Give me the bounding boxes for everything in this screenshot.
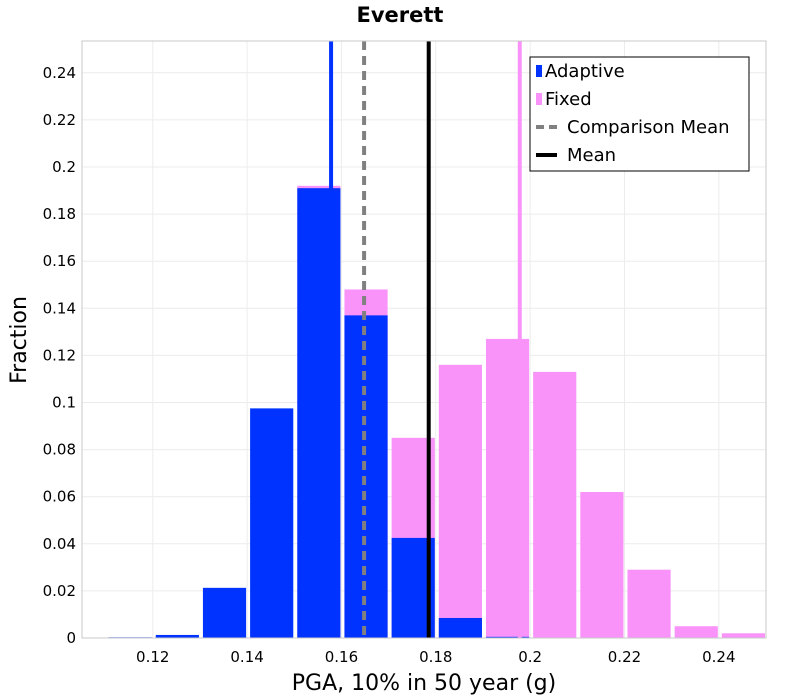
y-tick-label: 0.06 — [43, 488, 76, 506]
x-axis-title: PGA, 10% in 50 year (g) — [292, 671, 556, 696]
y-tick-label: 0 — [66, 629, 76, 647]
bars-layer — [108, 185, 765, 639]
x-tick-label: 0.16 — [325, 648, 358, 666]
y-tick-label: 0.24 — [43, 64, 76, 82]
y-tick-label: 0.18 — [43, 205, 76, 223]
x-tick-label: 0.24 — [702, 648, 735, 666]
y-tick-label: 0.2 — [52, 158, 76, 176]
adaptive-legend-label: Adaptive — [545, 61, 625, 82]
adaptive-legend-swatch — [536, 65, 542, 77]
legend: Adaptive Fixed Comparison Mean Mean — [529, 56, 750, 172]
legend-box — [529, 56, 750, 172]
y-tick-label: 0.14 — [43, 299, 76, 317]
fixed-bar — [533, 371, 577, 638]
y-tick-label: 0.08 — [43, 441, 76, 459]
y-tick-label: 0.16 — [43, 252, 76, 270]
fixed-bar — [627, 569, 671, 638]
x-tick-label: 0.22 — [608, 648, 641, 666]
y-tick-label: 0.02 — [43, 582, 76, 600]
vertical-lines-layer — [329, 41, 522, 638]
plot-frame — [81, 40, 767, 639]
fixed-legend-swatch — [536, 93, 542, 105]
adaptive-bar — [485, 636, 530, 638]
fixed-bar — [721, 633, 765, 638]
x-tick-label: 0.18 — [419, 648, 452, 666]
chart-title: Everett — [357, 3, 444, 27]
adaptive-bar — [155, 634, 199, 638]
x-tick-label: 0.12 — [136, 648, 169, 666]
comparison-mean-legend-label: Comparison Mean — [567, 117, 730, 138]
fixed-legend-label: Fixed — [545, 89, 592, 110]
mean-legend-label: Mean — [567, 145, 616, 166]
adaptive-bar — [250, 408, 294, 638]
y-tick-label: 0.12 — [43, 346, 76, 364]
adaptive-bar — [438, 617, 482, 638]
fixed-bar — [580, 491, 624, 638]
x-tick-label: 0.2 — [518, 648, 542, 666]
y-tick-label: 0.22 — [43, 111, 76, 129]
fixed-bar — [485, 338, 530, 638]
x-tick-label: 0.14 — [230, 648, 263, 666]
y-tick-label: 0.1 — [52, 393, 76, 411]
adaptive-bar — [202, 587, 247, 638]
axis-ticks: 0.12 0.14 0.16 0.18 0.2 0.22 0.24 0 0.02 0.04 0.06… — [43, 64, 736, 666]
y-tick-label: 0.04 — [43, 535, 76, 553]
adaptive-bar — [297, 188, 341, 639]
fixed-bar — [438, 364, 482, 638]
fixed-bar — [674, 626, 718, 638]
y-axis-title: Fraction — [7, 296, 32, 384]
